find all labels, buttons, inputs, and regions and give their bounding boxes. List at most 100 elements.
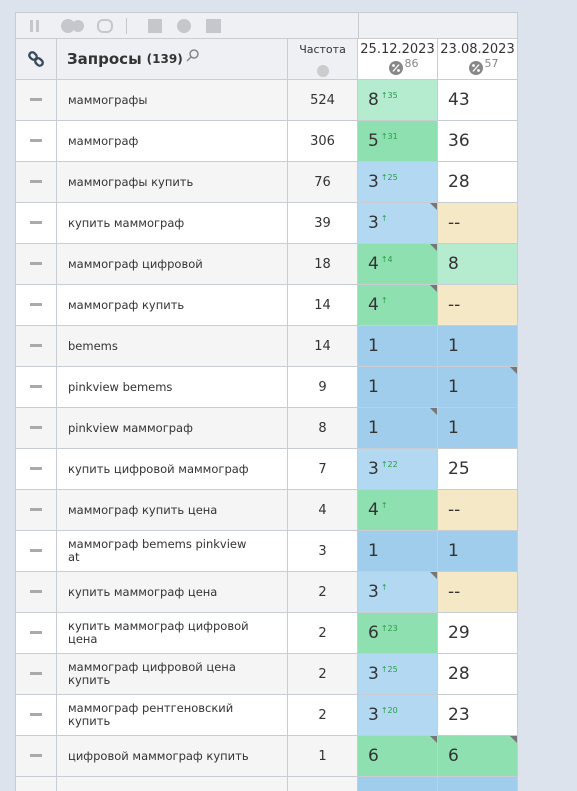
position-value: 3 xyxy=(368,582,379,602)
position-cell: 1 xyxy=(358,531,438,572)
frequency-cell: 14 xyxy=(288,285,358,326)
position-change: ↑31 xyxy=(380,131,398,141)
position-value: 28 xyxy=(448,664,470,684)
position-value: 43 xyxy=(448,90,470,110)
status-cell xyxy=(15,654,57,695)
dash-icon xyxy=(30,467,42,470)
frequency-cell: 2 xyxy=(288,613,358,654)
position-cell: 8 xyxy=(438,244,518,285)
percent-row: 86 xyxy=(388,57,419,75)
position-cell: 6 xyxy=(438,736,518,777)
corner-flag xyxy=(430,572,437,579)
query-text: купить маммограф xyxy=(68,215,185,230)
status-cell xyxy=(15,736,57,777)
position-change: ↑25 xyxy=(380,664,398,674)
percent-icon xyxy=(388,61,403,75)
corner-flag xyxy=(430,244,437,251)
query-cell: bemems xyxy=(57,326,288,367)
query-text: bemems xyxy=(68,338,118,353)
dash-icon xyxy=(30,344,42,347)
position-value: 1 xyxy=(448,336,459,356)
position-value: 1 xyxy=(448,418,459,438)
position-value: 1 xyxy=(368,336,379,356)
position-value: 8 xyxy=(448,254,459,274)
position-value: 1 xyxy=(448,541,459,561)
position-cell: 3 ↑25 xyxy=(358,162,438,203)
percent-value: 57 xyxy=(484,57,499,70)
status-cell xyxy=(15,326,57,367)
query-text: купить маммограф цифровой цена xyxy=(68,619,249,646)
status-cell xyxy=(15,613,57,654)
position-value: 3 xyxy=(368,213,379,233)
link-header xyxy=(15,39,57,80)
position-value: 36 xyxy=(448,131,470,151)
query-cell: маммограф bemems pinkview at xyxy=(57,531,288,572)
date-label: 23.08.2023 xyxy=(440,42,515,57)
dash-icon xyxy=(30,672,42,675)
position-value: 3 xyxy=(368,664,379,684)
position-cell: 4 ↑ xyxy=(358,285,438,326)
query-cell: маммограф купить цена xyxy=(57,490,288,531)
frequency-cell: 8 xyxy=(288,408,358,449)
position-cell: 1 xyxy=(438,531,518,572)
position-value: 4 xyxy=(368,500,379,520)
query-count: (139) xyxy=(146,52,183,66)
position-value: 1 xyxy=(368,541,379,561)
position-cell: 4 ↑ xyxy=(358,490,438,531)
position-cell: 4 ↑4 xyxy=(358,244,438,285)
query-cell: маммограф рентгеновский купить xyxy=(57,695,288,736)
position-cell: -- xyxy=(438,490,518,531)
dash-icon xyxy=(30,385,42,388)
position-cell: 23 xyxy=(438,695,518,736)
partial-cell xyxy=(358,777,438,791)
search-icon xyxy=(186,49,199,62)
position-value: 3 xyxy=(368,459,379,479)
status-cell xyxy=(15,449,57,490)
query-cell: купить цифровой маммограф xyxy=(57,449,288,490)
query-cell: купить маммограф цифровой цена xyxy=(57,613,288,654)
query-text: маммограф xyxy=(68,133,139,148)
position-cell: 3 ↑ xyxy=(358,572,438,613)
position-value: 28 xyxy=(448,172,470,192)
frequency-cell: 306 xyxy=(288,121,358,162)
position-value: 1 xyxy=(368,418,379,438)
position-value: 1 xyxy=(448,377,459,397)
status-cell xyxy=(15,408,57,449)
status-cell xyxy=(15,285,57,326)
position-cell: 6 ↑23 xyxy=(358,613,438,654)
position-value: -- xyxy=(448,295,461,315)
dash-icon xyxy=(30,180,42,183)
toolbar xyxy=(15,12,359,39)
corner-flag xyxy=(430,203,437,210)
query-text: купить цифровой маммограф xyxy=(68,461,249,476)
query-text: цифровой маммограф купить xyxy=(68,748,249,763)
dash-icon xyxy=(30,713,42,716)
query-cell: маммограф цифровой цена купить xyxy=(57,654,288,695)
status-cell xyxy=(15,531,57,572)
frequency-cell: 2 xyxy=(288,695,358,736)
position-value: 6 xyxy=(368,746,379,766)
position-value: 25 xyxy=(448,459,470,479)
status-cell xyxy=(15,203,57,244)
position-cell: 1 xyxy=(438,408,518,449)
position-change: ↑20 xyxy=(380,705,398,715)
frequency-cell: 1 xyxy=(288,736,358,777)
frequency-cell: 39 xyxy=(288,203,358,244)
date-header: 23.08.2023 57 xyxy=(438,39,518,80)
position-cell: 1 xyxy=(438,326,518,367)
position-cell: 3 ↑22 xyxy=(358,449,438,490)
dash-icon xyxy=(30,98,42,101)
percent-row: 57 xyxy=(468,57,499,75)
position-cell: -- xyxy=(438,203,518,244)
query-cell: маммограф купить xyxy=(57,285,288,326)
position-cell: -- xyxy=(438,285,518,326)
position-value: -- xyxy=(448,582,461,602)
position-change: ↑ xyxy=(380,500,388,510)
query-text: купить маммограф цена xyxy=(68,584,218,599)
position-cell: 1 xyxy=(358,367,438,408)
status-cell xyxy=(15,162,57,203)
partial-cell xyxy=(288,777,358,791)
position-change: ↑ xyxy=(380,213,388,223)
corner-flag xyxy=(510,367,517,374)
